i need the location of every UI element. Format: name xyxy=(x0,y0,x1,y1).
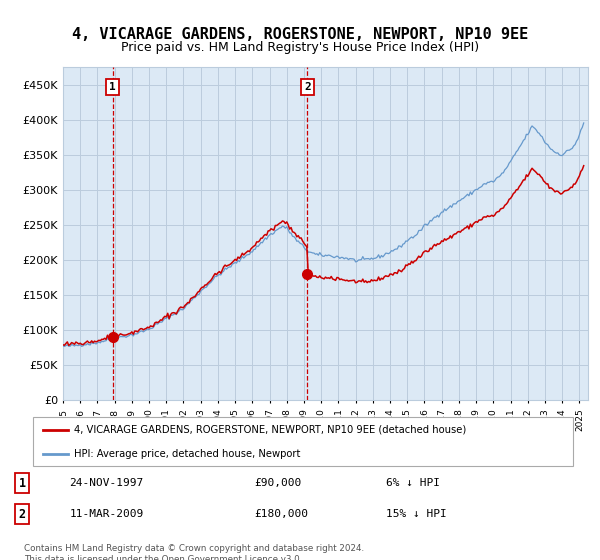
Text: 4, VICARAGE GARDENS, ROGERSTONE, NEWPORT, NP10 9EE: 4, VICARAGE GARDENS, ROGERSTONE, NEWPORT… xyxy=(72,27,528,42)
Text: Price paid vs. HM Land Registry's House Price Index (HPI): Price paid vs. HM Land Registry's House … xyxy=(121,41,479,54)
Text: £90,000: £90,000 xyxy=(254,478,301,488)
Text: £180,000: £180,000 xyxy=(254,509,308,519)
Text: 2: 2 xyxy=(19,508,26,521)
Text: 1: 1 xyxy=(19,477,26,490)
Text: 24-NOV-1997: 24-NOV-1997 xyxy=(70,478,144,488)
Text: 4, VICARAGE GARDENS, ROGERSTONE, NEWPORT, NP10 9EE (detached house): 4, VICARAGE GARDENS, ROGERSTONE, NEWPORT… xyxy=(74,425,466,435)
Text: 6% ↓ HPI: 6% ↓ HPI xyxy=(386,478,440,488)
Text: Contains HM Land Registry data © Crown copyright and database right 2024.
This d: Contains HM Land Registry data © Crown c… xyxy=(24,544,364,560)
Text: 2: 2 xyxy=(304,82,311,92)
FancyBboxPatch shape xyxy=(33,417,573,466)
Text: 11-MAR-2009: 11-MAR-2009 xyxy=(70,509,144,519)
Text: HPI: Average price, detached house, Newport: HPI: Average price, detached house, Newp… xyxy=(74,449,300,459)
Text: 1: 1 xyxy=(109,82,116,92)
Text: 15% ↓ HPI: 15% ↓ HPI xyxy=(386,509,447,519)
